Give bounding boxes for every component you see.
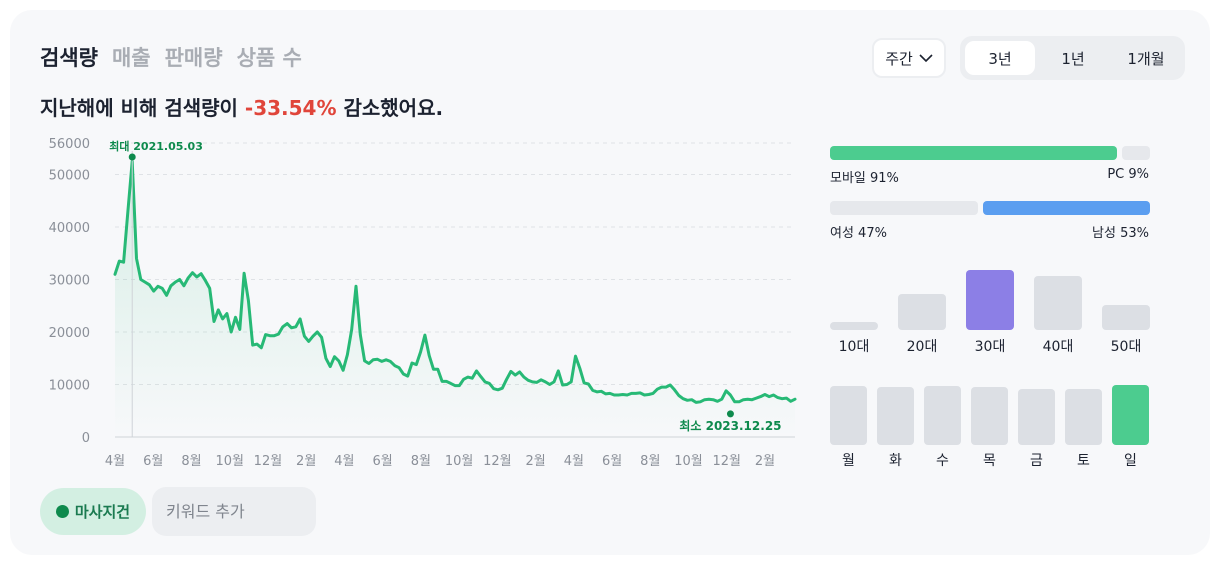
age-bar <box>1102 305 1150 330</box>
y-tick-label: 0 <box>82 431 90 446</box>
weekday-label: 화 <box>889 453 902 469</box>
y-tick-label: 40000 <box>49 221 90 236</box>
x-tick-label: 2월 <box>755 454 775 469</box>
headline: 지난해에 비해 검색량이 -33.54% 감소했어요. <box>40 92 443 121</box>
chevron-down-icon <box>919 54 933 63</box>
weekday-label: 일 <box>1124 453 1137 469</box>
weekday-bar <box>1112 385 1149 445</box>
metric-tabs: 검색량 매출 판매량 상품 수 <box>40 42 302 72</box>
weekday-label: 수 <box>936 453 949 469</box>
female-share-label: 여성 47% <box>830 226 887 241</box>
male-share-label: 남성 53% <box>1092 226 1149 241</box>
y-tick-label: 56000 <box>49 137 90 152</box>
age-label: 10대 <box>838 339 870 355</box>
weekday-bar <box>877 386 914 445</box>
x-tick-label: 2월 <box>296 454 316 469</box>
female-share-bar <box>830 201 979 215</box>
weekday-bar <box>971 386 1008 445</box>
weekday-bar <box>1018 388 1055 445</box>
x-tick-label: 8월 <box>411 454 431 469</box>
x-tick-label: 6월 <box>602 454 622 469</box>
period-select[interactable]: 주간 <box>872 38 946 78</box>
x-tick-label: 4월 <box>105 454 125 469</box>
x-tick-label: 2월 <box>525 454 545 469</box>
weekday-bar <box>924 385 961 445</box>
keyword-add-input[interactable] <box>152 487 316 536</box>
range-1y-button[interactable]: 1년 <box>1061 49 1085 68</box>
weekday-label: 토 <box>1077 453 1090 469</box>
age-label: 20대 <box>906 339 938 355</box>
weekday-label: 금 <box>1030 453 1043 469</box>
age-bar <box>830 321 878 330</box>
mobile-share-bar <box>830 146 1117 160</box>
series-line <box>113 159 797 404</box>
tab-product-count[interactable]: 상품 수 <box>236 46 302 70</box>
weekday-label: 월 <box>842 453 855 469</box>
range-toggle: 3년 1년 1개월 <box>960 36 1185 80</box>
x-tick-label: 10월 <box>215 454 244 469</box>
x-tick-label: 8월 <box>640 454 660 469</box>
age-bar <box>898 293 946 330</box>
y-tick-label: 20000 <box>49 326 90 341</box>
age-label: 40대 <box>1042 339 1074 355</box>
x-tick-label: 4월 <box>334 454 354 469</box>
tab-sales-volume[interactable]: 판매량 <box>164 46 223 70</box>
headline-suffix: 감소했어요. <box>336 96 444 120</box>
keyword-chip[interactable]: 마사지건 <box>40 488 146 535</box>
headline-change-pct: -33.54% <box>244 96 337 120</box>
search-volume-chart: 0 10000 20000 30000 40000 50000 56000 4월 6월 8월 10… <box>49 137 797 469</box>
age-label: 30대 <box>974 339 1006 355</box>
age-label: 50대 <box>1110 339 1142 355</box>
min-label: 최소 2023.12.25 <box>679 418 781 433</box>
y-tick-label: 10000 <box>49 379 90 394</box>
min-point <box>726 410 734 418</box>
keyword-color-dot <box>55 505 69 518</box>
x-tick-label: 10월 <box>674 454 703 469</box>
x-tick-label: 10월 <box>445 454 474 469</box>
series-area <box>115 161 795 437</box>
age-bar <box>966 270 1014 330</box>
pc-share-bar <box>1121 146 1150 160</box>
x-tick-label: 12월 <box>483 454 512 469</box>
y-tick-label: 50000 <box>49 169 90 184</box>
headline-prefix: 지난해에 비해 검색량이 <box>40 96 245 120</box>
range-3y-button[interactable]: 3년 <box>965 41 1035 75</box>
keyword-chip-label: 마사지건 <box>74 503 131 521</box>
max-point <box>128 153 136 161</box>
weekday-bar <box>830 385 867 445</box>
x-tick-label: 6월 <box>373 454 393 469</box>
max-label: 최대 2021.05.03 <box>109 139 203 153</box>
x-tick-label: 4월 <box>564 454 584 469</box>
x-tick-label: 8월 <box>181 454 201 469</box>
y-tick-label: 30000 <box>49 274 90 289</box>
tab-search-volume[interactable]: 검색량 <box>40 46 98 70</box>
tab-revenue[interactable]: 매출 <box>111 46 151 70</box>
x-tick-label: 12월 <box>254 454 283 469</box>
mobile-share-label: 모바일 91% <box>830 171 899 186</box>
male-share-bar <box>983 201 1150 215</box>
x-tick-label: 12월 <box>713 454 742 469</box>
weekday-bar <box>1065 388 1102 445</box>
range-1m-button[interactable]: 1개월 <box>1127 49 1165 68</box>
period-select-value: 주간 <box>885 49 913 68</box>
weekday-label: 목 <box>983 453 996 469</box>
x-tick-label: 6월 <box>143 454 163 469</box>
age-bar <box>1034 276 1082 330</box>
pc-share-label: PC 9% <box>1107 167 1149 182</box>
